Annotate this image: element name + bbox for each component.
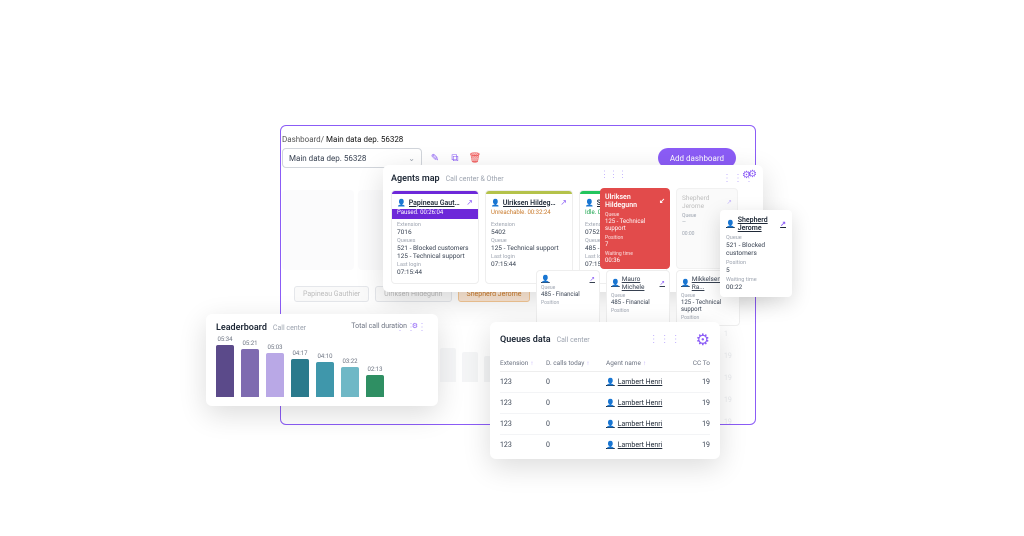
call-out-icon: ↗ [780,220,786,228]
leaderboard-bar: 05:03 [266,344,284,397]
ghost-queue-column: 119191919 [724,330,752,426]
agent-card[interactable]: 👤 Papineau Gauthier ↗ Paused. 00:26:04 E… [391,190,479,284]
dashboard-select-value: Main data dep. 56328 [289,154,366,163]
breadcrumb: Dashboard/ Main data dep. 56328 [282,135,403,144]
edit-icon[interactable]: ✎ [428,151,442,165]
leaderboard-bar: 05:21 [241,340,259,397]
queue-row[interactable]: 1230 👤Lambert Henri 19 [500,372,710,393]
agent-status: Paused. [397,209,419,216]
call-out-icon: ↗ [466,198,473,207]
col-dcalls[interactable]: D. calls today↑ [546,359,606,367]
agent-status-time: 00:32:24 [527,209,550,216]
person-icon: 👤 [585,199,594,207]
person-icon: 👤 [491,199,500,207]
leaderboard-bar: 02:13 [366,366,384,397]
agents-map-subtitle: Call center & Other [446,175,504,183]
person-icon: 👤 [606,441,615,449]
col-cc[interactable]: CC To [680,359,710,367]
gear-icon[interactable]: ⚙ [696,330,710,349]
gear-icon[interactable]: ⚙ [742,170,751,181]
agent-card-alert[interactable]: Ulriksen Hildegunn↙ Queue 125 - Technica… [600,188,670,269]
person-icon: 👤 [681,279,690,287]
agent-detail-card: 👤Shepherd Jerome↗ Queue 521 - Blocked cu… [720,210,792,297]
person-icon: 👤 [541,275,550,283]
agent-link[interactable]: 👤Lambert Henri [606,378,662,386]
leaderboard-metric: Total call duration ⚙ [351,322,418,330]
call-out-icon: ↗ [727,198,732,206]
person-icon: 👤 [611,279,620,287]
person-icon: 👤 [726,220,735,228]
breadcrumb-page: Main data dep. 56328 [326,135,403,144]
add-dashboard-label: Add dashboard [670,154,724,163]
agent-name: Papineau Gauthier [409,199,464,207]
call-out-icon: ↗ [560,198,567,207]
person-icon: 👤 [606,378,615,386]
call-in-icon: ↙ [659,197,665,205]
call-out-icon: ↗ [590,275,595,283]
queues-panel: Queues data Call center ⋮⋮⋮ ⚙ Extension↑… [490,322,720,459]
agent-link[interactable]: 👤Lambert Henri [606,399,662,407]
drag-icon[interactable]: ⋮⋮⋮ [649,334,682,345]
call-out-icon: ↗ [660,279,665,287]
agent-link[interactable]: 👤Lambert Henri [606,441,662,449]
agent-name: Ulriksen Hildegunn [503,199,558,207]
queues-header: Extension↑ D. calls today↑ Agent name↑ C… [500,355,710,372]
leaderboard-bar: 04:17 [291,350,309,397]
leaderboard-panel: Leaderboard Call center ⋮⋮⋮ Total call d… [206,314,438,406]
queues-title: Queues data [500,335,551,345]
queue-row[interactable]: 1230 👤Lambert Henri 19 [500,435,710,455]
leaderboard-subtitle: Call center [273,324,306,332]
trash-icon[interactable]: 🗑 [468,151,482,165]
queue-row[interactable]: 1230 👤Lambert Henri 19 [500,393,710,414]
chevron-down-icon: ⌄ [408,154,415,163]
agents-map-title: Agents map [391,174,440,184]
leaderboard-bar: 03:22 [341,358,359,397]
col-extension[interactable]: Extension↑ [500,359,546,367]
agent-status-time: 00:26:04 [420,209,443,216]
agent-link[interactable]: 👤Lambert Henri [606,420,662,428]
drag-icon[interactable]: ⋮⋮⋮ [600,170,627,180]
queues-subtitle: Call center [557,336,590,344]
copy-icon[interactable]: ⧉ [448,151,462,165]
person-icon: 👤 [606,399,615,407]
agent-status: Unreachable. [491,209,526,216]
gear-icon[interactable]: ⚙ [412,322,418,330]
leaderboard-bar: 05:34 [216,336,234,397]
person-icon: 👤 [397,199,406,207]
leaderboard-bar: 04:10 [316,353,334,397]
queue-row[interactable]: 1230 👤Lambert Henri 19 [500,414,710,435]
col-agent[interactable]: Agent name↑ [606,359,680,367]
person-icon: 👤 [606,420,615,428]
agent-mini-card[interactable]: 👤Mauro Michele↗ Queue 485 - Financial Po… [606,270,670,326]
leaderboard-title: Leaderboard [216,323,267,333]
breadcrumb-root: Dashboard/ [282,135,324,144]
agent-status: Idle. [585,209,596,216]
agent-mini-card[interactable]: 👤↗ Queue 485 - Financial Position [536,270,600,326]
